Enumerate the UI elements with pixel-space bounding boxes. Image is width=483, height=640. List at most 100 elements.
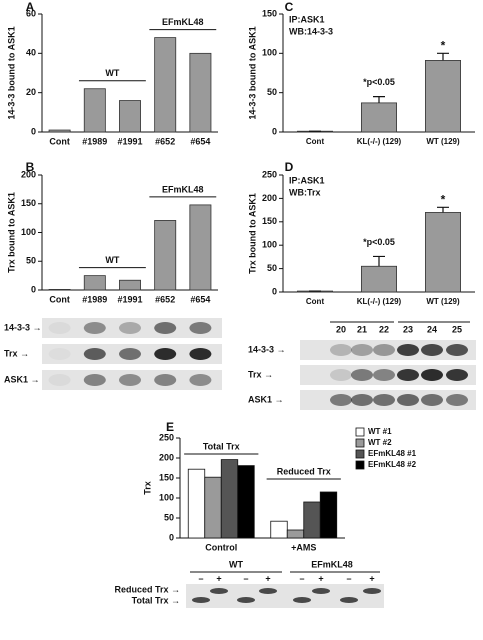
lane-label: – bbox=[299, 573, 304, 583]
annotation: IP:ASK1 bbox=[289, 175, 325, 185]
y-tick-label: 100 bbox=[159, 492, 174, 502]
legend-label: EFmKL48 #1 bbox=[368, 449, 417, 458]
x-tick-label: #1989 bbox=[82, 136, 107, 146]
y-axis-label: Trx bound to ASK1 bbox=[6, 192, 16, 273]
blot-label: ASK1 → bbox=[248, 394, 284, 404]
band bbox=[83, 348, 106, 360]
band bbox=[397, 394, 419, 406]
panel-letter: E bbox=[166, 420, 174, 434]
x-tick-label: #652 bbox=[155, 136, 175, 146]
blot bbox=[186, 584, 384, 608]
panel-letter: A bbox=[26, 0, 35, 14]
y-tick-label: 0 bbox=[272, 126, 277, 136]
band bbox=[189, 374, 212, 386]
band bbox=[446, 344, 468, 356]
group-label: EFmKL48 bbox=[162, 17, 204, 27]
x-tick-label: Control bbox=[205, 542, 237, 552]
band bbox=[330, 369, 352, 381]
legend-swatch bbox=[355, 449, 365, 459]
band bbox=[237, 597, 255, 603]
bar bbox=[119, 100, 141, 133]
lane-label: 25 bbox=[452, 324, 462, 334]
lane-label: – bbox=[346, 573, 351, 583]
lane-label: 21 bbox=[357, 324, 367, 334]
legend-swatch bbox=[355, 427, 365, 437]
bar bbox=[360, 265, 397, 293]
y-tick-label: 200 bbox=[21, 169, 36, 179]
x-tick-label: #1991 bbox=[117, 294, 142, 304]
x-tick-label: KL(-/-) (129) bbox=[357, 137, 402, 146]
blot-label: Trx → bbox=[4, 348, 29, 358]
bar bbox=[187, 468, 206, 539]
blot-label: Total Trx → bbox=[132, 595, 180, 605]
band bbox=[312, 588, 330, 594]
legend-swatch bbox=[355, 438, 365, 448]
lane-label: 24 bbox=[427, 324, 437, 334]
band bbox=[154, 374, 177, 386]
band bbox=[340, 597, 358, 603]
annotation: * bbox=[441, 39, 446, 53]
band bbox=[330, 394, 352, 406]
y-tick-label: 150 bbox=[159, 472, 174, 482]
band bbox=[119, 348, 141, 360]
band bbox=[192, 597, 210, 603]
error-bar bbox=[373, 255, 385, 267]
band bbox=[48, 322, 71, 334]
band bbox=[373, 369, 395, 381]
bar bbox=[154, 220, 177, 291]
band bbox=[421, 344, 443, 356]
y-tick-label: 40 bbox=[26, 48, 36, 58]
lane-label: 20 bbox=[336, 324, 346, 334]
x-tick-label: WT (129) bbox=[426, 137, 460, 146]
error-bar bbox=[437, 52, 449, 61]
y-tick-label: 50 bbox=[267, 87, 277, 97]
legend-swatch bbox=[355, 460, 365, 470]
bar bbox=[83, 275, 106, 291]
group-label: Reduced Trx bbox=[277, 466, 331, 476]
x-tick-label: #1989 bbox=[82, 294, 107, 304]
bar bbox=[270, 520, 288, 539]
lane-label: – bbox=[198, 573, 203, 583]
y-tick-label: 250 bbox=[262, 169, 277, 179]
blot bbox=[42, 370, 222, 390]
band bbox=[48, 374, 71, 386]
legend-label: EFmKL48 #2 bbox=[368, 460, 417, 469]
x-tick-label: #1991 bbox=[117, 136, 142, 146]
y-tick-label: 20 bbox=[26, 87, 36, 97]
x-tick-label: WT (129) bbox=[426, 297, 460, 306]
bar bbox=[83, 88, 106, 133]
bar bbox=[204, 476, 222, 539]
band bbox=[351, 369, 373, 381]
y-tick-label: 100 bbox=[262, 240, 277, 250]
group-label: WT bbox=[105, 255, 119, 265]
y-tick-label: 50 bbox=[267, 263, 277, 273]
y-tick-label: 50 bbox=[26, 256, 36, 266]
y-tick-label: 60 bbox=[26, 8, 36, 18]
band bbox=[154, 322, 177, 334]
y-axis-label: 14-3-3 bound to ASK1 bbox=[247, 26, 257, 119]
band bbox=[446, 394, 468, 406]
bar bbox=[424, 60, 461, 133]
y-tick-label: 150 bbox=[262, 8, 277, 18]
lane-label: 22 bbox=[379, 324, 389, 334]
y-tick-label: 0 bbox=[31, 126, 36, 136]
x-tick-label: Cont bbox=[49, 294, 70, 304]
y-tick-label: 0 bbox=[169, 532, 174, 542]
band bbox=[421, 369, 443, 381]
panel-letter: B bbox=[26, 160, 35, 174]
bar bbox=[189, 52, 212, 133]
blot-label: 14-3-3 → bbox=[4, 322, 42, 332]
y-tick-label: 100 bbox=[262, 48, 277, 58]
band bbox=[397, 369, 419, 381]
band bbox=[363, 588, 381, 594]
band bbox=[446, 369, 468, 381]
band bbox=[83, 374, 106, 386]
y-tick-label: 200 bbox=[262, 193, 277, 203]
bar bbox=[360, 102, 397, 133]
error-bar bbox=[373, 96, 385, 103]
x-tick-label: #654 bbox=[190, 294, 210, 304]
y-tick-label: 100 bbox=[21, 227, 36, 237]
error-bar bbox=[437, 206, 449, 213]
band bbox=[119, 322, 141, 334]
band bbox=[330, 344, 352, 356]
